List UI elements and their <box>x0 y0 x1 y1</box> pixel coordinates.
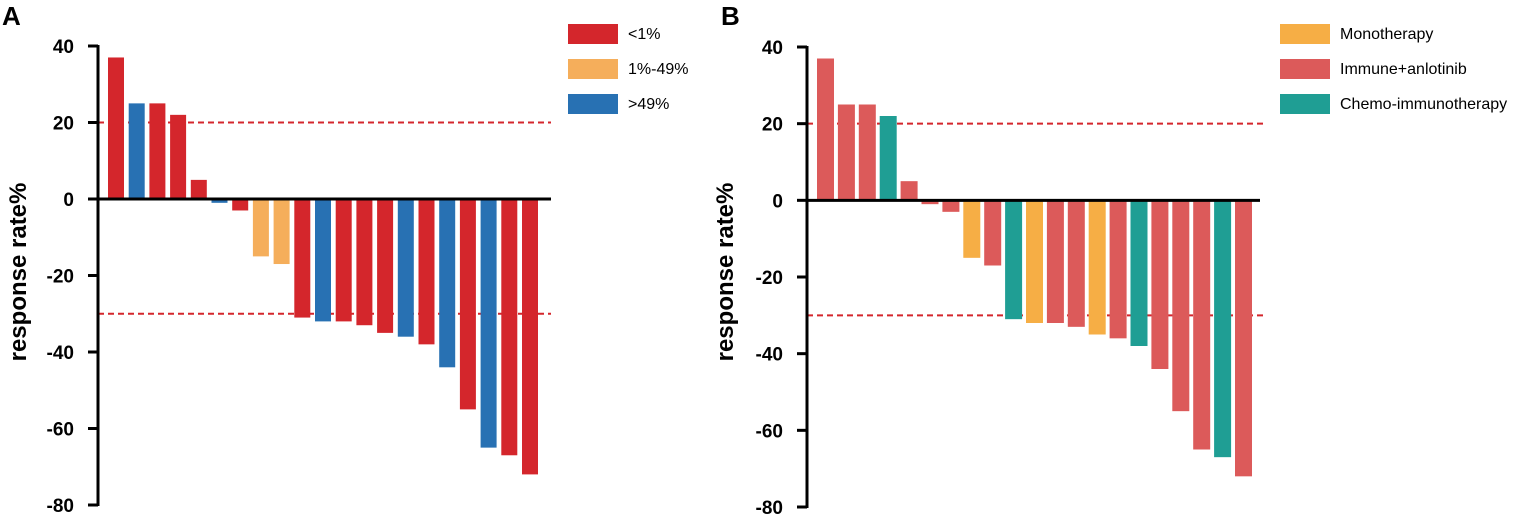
bar-patient-19 <box>480 199 497 448</box>
bar-patient-2 <box>837 104 855 201</box>
bar-patient-18 <box>1172 200 1190 412</box>
bar-patient-6 <box>211 199 228 203</box>
legend-label: >49% <box>628 96 669 113</box>
chart-a-svg: A response rate% 40 20 0 -20 -40 -60 -80 <1% 1%-… <box>2 1 688 517</box>
legend-swatch <box>1280 94 1330 114</box>
bar-patient-12 <box>1046 200 1064 323</box>
bar-patient-14 <box>1088 200 1106 335</box>
bar-patient-5 <box>190 179 207 199</box>
bar-patient-16 <box>418 199 435 345</box>
legend-label: Immune+anlotinib <box>1340 61 1467 78</box>
bar-patient-8 <box>963 200 981 258</box>
bar-patient-17 <box>439 199 456 368</box>
bar-patient-19 <box>1193 200 1211 450</box>
chart-b-svg: B response rate% 40 20 0 -20 -40 -60 -80 Monoth… <box>712 1 1507 519</box>
bar-patient-20 <box>1214 200 1232 458</box>
bar-patient-3 <box>149 103 166 199</box>
bar-patient-13 <box>1067 200 1085 327</box>
y-tick-label: -60 <box>756 421 783 442</box>
y-tick-label: -20 <box>47 267 74 288</box>
y-tick-label: -20 <box>756 268 783 289</box>
bar-patient-20 <box>501 199 518 456</box>
bar-patient-11 <box>315 199 331 322</box>
y-tick-label: -80 <box>756 498 783 519</box>
y-tick-label: 40 <box>53 37 74 58</box>
bar-patient-18 <box>459 199 476 410</box>
legend-swatch <box>1280 24 1330 44</box>
bar-patient-12 <box>335 199 352 322</box>
bar-patient-5 <box>900 181 918 201</box>
y-tick-label: 0 <box>772 191 783 212</box>
bar-patient-1 <box>108 57 124 199</box>
y-tick-label: -60 <box>47 420 74 441</box>
bar-patient-21 <box>1235 200 1252 477</box>
bar-patient-4 <box>879 116 897 201</box>
y-tick-label: 20 <box>53 114 74 135</box>
bar-patient-17 <box>1151 200 1169 369</box>
y-tick-label: 20 <box>762 115 783 136</box>
bar-patient-7 <box>942 200 960 212</box>
bar-patient-7 <box>232 199 249 211</box>
bar-patient-2 <box>128 103 145 199</box>
bar-patient-8 <box>252 199 269 257</box>
bar-patient-21 <box>522 199 538 475</box>
y-tick-label: -80 <box>47 496 74 517</box>
bar-patient-3 <box>858 104 876 201</box>
bar-patient-6 <box>921 200 939 205</box>
bar-patient-11 <box>1026 200 1043 323</box>
legend-swatch <box>568 24 618 44</box>
y-axis-label-a: response rate% <box>5 183 32 362</box>
waterfall-panel-a: A response rate% 40 20 0 -20 -40 -60 -80 <1% 1%-… <box>0 0 760 519</box>
bar-patient-15 <box>397 199 414 337</box>
panel-letter-a: A <box>2 1 21 31</box>
y-tick-label: -40 <box>47 343 74 364</box>
bar-patient-9 <box>273 199 290 265</box>
bar-patient-4 <box>170 114 187 199</box>
legend-label: Chemo-immunotherapy <box>1340 96 1507 113</box>
y-tick-label: -40 <box>756 345 783 366</box>
bar-patient-13 <box>356 199 373 326</box>
bar-patient-15 <box>1109 200 1127 339</box>
bar-patient-9 <box>984 200 1002 266</box>
legend-label: <1% <box>628 26 660 43</box>
y-tick-label: 40 <box>762 38 783 59</box>
legend-label: Monotherapy <box>1340 26 1433 43</box>
y-tick-label: 0 <box>63 190 74 211</box>
waterfall-panel-b: B response rate% 40 20 0 -20 -40 -60 -80 Monoth… <box>700 0 1529 519</box>
bar-patient-10 <box>1005 200 1023 320</box>
y-axis-label-b: response rate% <box>712 183 739 362</box>
legend-label: 1%-49% <box>628 61 688 78</box>
panel-letter-b: B <box>721 1 740 31</box>
legend-swatch <box>1280 59 1330 79</box>
bar-patient-10 <box>294 199 311 318</box>
bar-patient-16 <box>1130 200 1148 346</box>
legend-swatch <box>568 59 618 79</box>
legend-swatch <box>568 94 618 114</box>
bar-patient-1 <box>817 58 834 201</box>
bar-patient-14 <box>377 199 394 333</box>
